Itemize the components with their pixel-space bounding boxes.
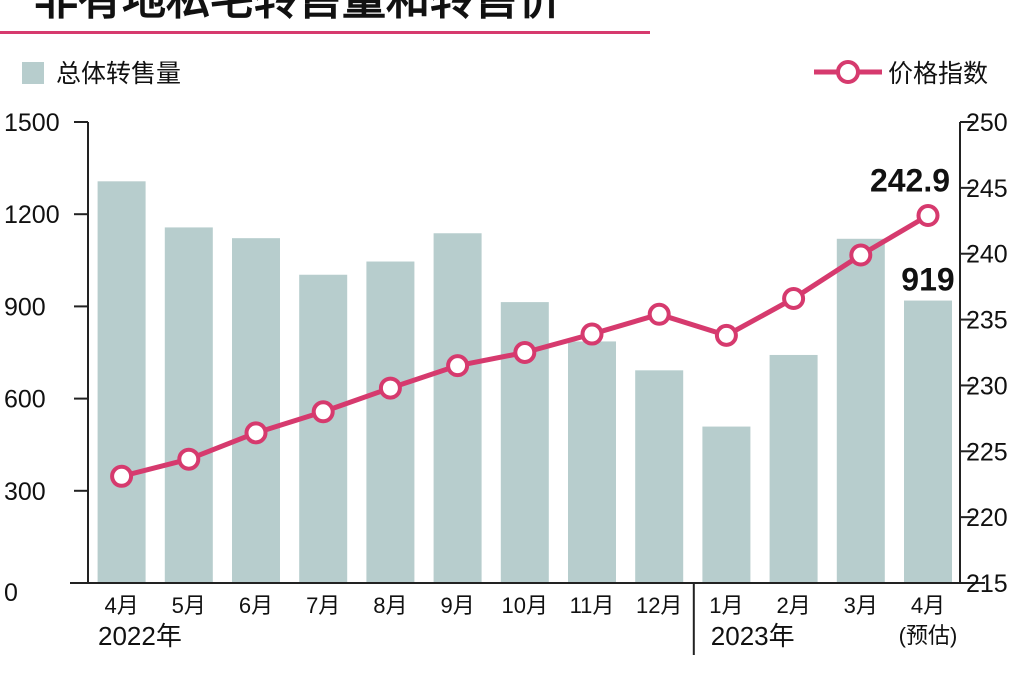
bar-10: [702, 426, 751, 583]
x-tick-label: 9月: [440, 593, 474, 618]
x-tick-label: 2月: [776, 593, 810, 618]
price-index-point-4: [311, 400, 335, 424]
y-right-tick-label: 225: [966, 438, 1008, 466]
bar-1: [97, 181, 146, 583]
chart-title: 非有地私宅转售量和转售价: [34, 0, 562, 24]
x-tick-label: 6月: [239, 593, 273, 618]
bar-12: [836, 238, 885, 583]
axis-labels: 0 300 600 900 1200 1500 215 220 225 230 235 240 245 2…: [4, 109, 1008, 651]
price-index-point-13: [916, 204, 940, 228]
line-series: [110, 204, 940, 488]
bar-series: [97, 181, 952, 583]
price-index-point-3: [244, 421, 268, 445]
x-tick-label: 7月: [306, 593, 340, 618]
y-right-tick-label: 245: [966, 175, 1008, 203]
legend-line-label: 价格指数: [888, 60, 988, 88]
x-tick-label: 1月: [709, 593, 743, 618]
bar-5: [366, 261, 415, 583]
y-right-tick-label: 240: [966, 241, 1008, 269]
bar-4: [299, 274, 348, 583]
y-left-tick-label: 900: [4, 293, 46, 321]
price-index-point-2: [177, 447, 201, 471]
bar-11: [769, 354, 818, 583]
x-tick-label: 10月: [502, 593, 548, 618]
legend-bar-swatch: [22, 62, 44, 84]
y-left-tick-label: 0: [4, 579, 18, 607]
x-tick-label: 5月: [172, 593, 206, 618]
x-tick-label: 11月: [570, 593, 615, 618]
y-left-tick-label: 1500: [4, 109, 60, 137]
bar-3: [232, 238, 280, 583]
y-right-tick-label: 230: [966, 372, 1008, 400]
bar-8: [568, 341, 616, 583]
price-index-point-7: [513, 341, 537, 364]
legend-line-marker: [836, 60, 860, 84]
price-index-point-8: [580, 322, 604, 346]
bar-2: [164, 227, 213, 583]
year-label: 2023年: [711, 621, 795, 651]
y-left-tick-label: 1200: [4, 201, 60, 229]
price-index-point-5: [378, 376, 402, 400]
x-tick-label: 12月: [636, 593, 682, 618]
title-underline: [0, 31, 650, 34]
legend-bar-label: 总体转售量: [56, 60, 181, 88]
data-annotation: 919: [901, 262, 954, 298]
data-annotation: 242.9: [870, 163, 950, 199]
axes: [70, 121, 985, 655]
price-index-point-1: [110, 464, 134, 488]
y-right-tick-label: 250: [966, 109, 1008, 137]
y-left-tick-label: 300: [4, 478, 46, 506]
y-right-tick-label: 235: [966, 307, 1008, 335]
y-right-tick-label: 220: [966, 504, 1008, 532]
x-tick-label: 8月: [373, 593, 407, 618]
y-left-tick-label: 600: [4, 386, 46, 414]
bar-9: [635, 370, 684, 583]
estimate-note: (预估): [899, 623, 958, 648]
y-right-tick-label: 215: [966, 570, 1008, 598]
x-tick-label: 4月: [911, 593, 945, 618]
year-label: 2022年: [98, 621, 182, 651]
bar-13: [904, 300, 952, 583]
price-index-point-9: [647, 302, 671, 326]
x-tick-label: 3月: [844, 593, 878, 618]
price-index-point-10: [714, 323, 738, 347]
x-tick-label: 4月: [104, 593, 138, 618]
price-index-point-6: [446, 354, 470, 378]
bar-6: [433, 233, 482, 583]
price-index-point-11: [782, 286, 806, 310]
price-index-point-12: [849, 243, 873, 267]
